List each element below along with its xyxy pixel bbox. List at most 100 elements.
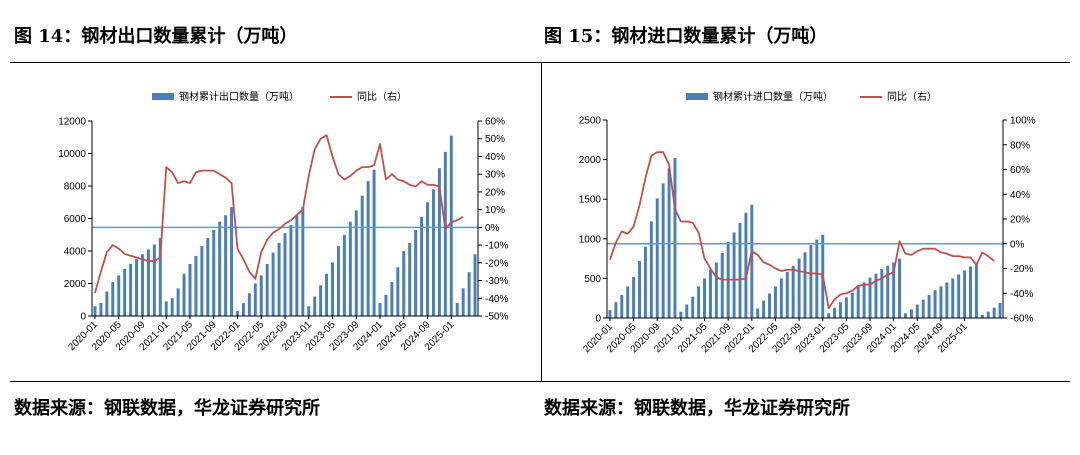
chart2-legend-line-label: 同比（右）	[887, 90, 937, 103]
chart2-bar	[714, 262, 718, 318]
chart1-bar	[158, 238, 162, 316]
chart1-source: 数据来源：钢联数据，华龙证券研究所	[14, 398, 320, 419]
chart2-bar	[838, 302, 842, 318]
chart2-bar	[898, 258, 902, 318]
chart1-bar	[390, 281, 394, 317]
chart2-legend-bar-label: 钢材累计进口数量（万吨）	[713, 90, 833, 103]
chart2-source: 数据来源：钢联数据，华龙证券研究所	[544, 398, 850, 419]
chart1-bar	[331, 262, 334, 317]
chart2-bar	[856, 286, 860, 318]
chart1-bar	[461, 288, 465, 317]
chart1-bar	[313, 296, 317, 316]
chart1-bar	[194, 255, 198, 317]
chart1-bar	[253, 283, 257, 316]
chart2-bar	[939, 286, 943, 318]
chart1-bar	[93, 306, 97, 316]
chart2-bar	[744, 212, 748, 318]
chart1-bar	[473, 254, 477, 316]
chart2-right-tick-label: -20%	[1010, 264, 1033, 275]
chart2-bar	[756, 308, 760, 318]
chart1-left-tick-label: 2000	[64, 279, 87, 290]
chart2-bar	[909, 309, 913, 318]
chart2-bar	[868, 277, 872, 318]
chart1-right-tick-label: -10%	[485, 241, 508, 252]
chart1-bar	[431, 189, 435, 316]
chart1-legend-bar-label: 钢材累计出口数量（万吨）	[179, 90, 299, 103]
chart2-bar	[892, 262, 896, 318]
chart2-bar	[708, 269, 712, 318]
chart1-legend-line-label: 同比（右）	[357, 90, 407, 103]
chart1-bar	[336, 246, 340, 317]
chart2-bar	[803, 252, 807, 318]
chart2-bar	[703, 278, 706, 318]
chart1-bar	[99, 303, 103, 316]
chart2-right-tick-label: 0%	[1010, 239, 1025, 250]
chart2-bar	[779, 278, 783, 318]
chart2-bar	[768, 293, 772, 318]
chart1-bar	[265, 264, 269, 316]
chart1-bar	[105, 291, 109, 317]
chart1-bar	[342, 234, 346, 316]
chart1-yoy-line	[94, 134, 464, 294]
chart2-bar	[632, 276, 636, 318]
chart2-bar	[951, 278, 955, 318]
chart1-bar	[218, 221, 222, 316]
chart1-bar	[420, 216, 424, 317]
chart1-heading: 图 14：钢材出口数量累计（万吨）	[14, 26, 298, 47]
chart1-right-tick-label: -50%	[485, 312, 508, 323]
chart1-bar	[224, 215, 228, 316]
chart1-bar	[307, 306, 311, 316]
bottom-rule	[10, 381, 1070, 382]
chart2-left-tick-label: 2000	[579, 155, 602, 166]
chart2-bar	[945, 282, 949, 318]
chart1-bar	[152, 244, 156, 316]
chart1-bar	[111, 281, 115, 317]
chart2-bar	[969, 266, 972, 318]
chart2-bar	[980, 314, 984, 318]
chart1-right-tick-label: -30%	[485, 276, 508, 287]
chart2-bar	[862, 282, 866, 318]
chart1-bar	[289, 225, 293, 316]
chart2-bar	[850, 292, 854, 318]
chart2-right-tick-label: -40%	[1010, 289, 1033, 300]
chart1-bar	[247, 293, 251, 316]
chart1-bar	[408, 242, 412, 317]
chart2-bar	[904, 313, 907, 318]
chart1-bar	[301, 207, 305, 317]
chart1-bar	[170, 298, 174, 317]
chart1-left-tick-label: 12000	[58, 117, 86, 128]
top-rule	[10, 62, 1070, 63]
chart2-bar	[673, 158, 677, 318]
chart1-bar	[129, 264, 133, 316]
chart2-left-tick-label: 1500	[579, 195, 602, 206]
chart2-bar	[762, 300, 766, 318]
chart1-bar	[354, 210, 358, 317]
chart1-bar	[449, 135, 453, 317]
chart1-legend-bar-swatch	[152, 93, 174, 100]
chart2-bar	[874, 273, 878, 318]
chart1-bar	[437, 168, 441, 317]
chart1-bar	[372, 169, 376, 316]
chart1-bar	[319, 285, 323, 317]
chart1-bar	[236, 311, 239, 317]
chart2-bar	[886, 265, 890, 318]
chart2-bar	[791, 265, 795, 318]
chart1-left-tick-label: 10000	[58, 149, 86, 160]
chart2-bar	[620, 295, 624, 318]
chart2-bar	[998, 302, 1002, 318]
chart2-bar	[963, 270, 967, 318]
chart1-right-tick-label: 0%	[485, 223, 500, 234]
chart1-right-tick-label: 50%	[485, 134, 505, 145]
chart1-left-tick-label: 0	[80, 312, 86, 323]
chart2-bar	[685, 304, 689, 318]
chart2-right-tick-label: 40%	[1010, 190, 1030, 201]
chart2-bar	[957, 274, 961, 318]
chart1-bar	[146, 249, 150, 317]
chart1-bar	[360, 195, 364, 316]
chart2-bar	[833, 307, 837, 318]
chart1-right-tick-label: 60%	[485, 117, 505, 128]
chart1-bar	[140, 254, 144, 316]
chart1-bar	[117, 275, 121, 317]
chart2-bar	[649, 221, 653, 318]
chart1-bar	[135, 259, 139, 317]
